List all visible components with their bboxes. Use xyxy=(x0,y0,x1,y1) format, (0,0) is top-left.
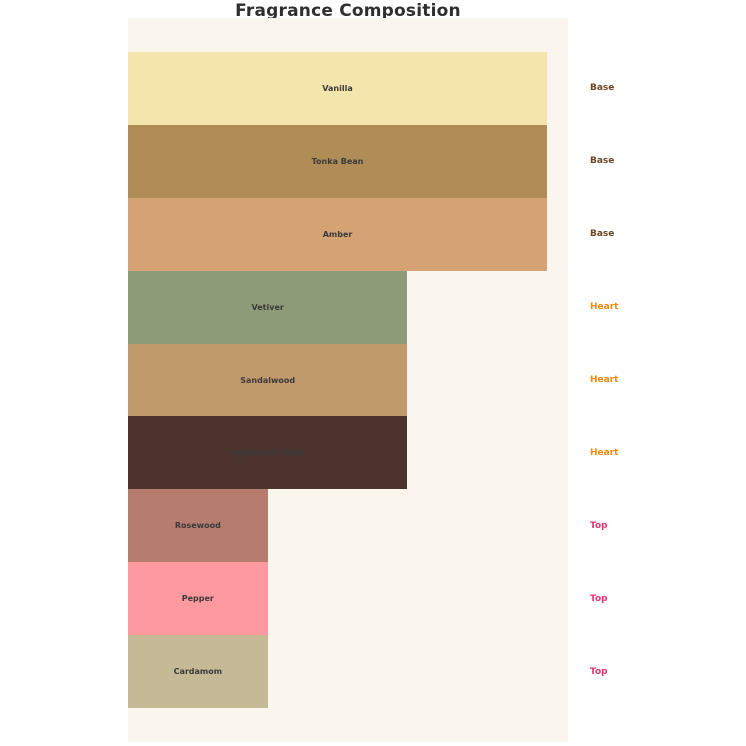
category-labels-column: Base Base Base Heart Heart Heart Top Top Top xyxy=(590,52,710,708)
bar-vanilla: Vanilla xyxy=(128,52,548,125)
bar-label-agarwood-oud: Agarwood (Oud) xyxy=(230,448,305,458)
plot-area: Vanilla Tonka Bean Amber Vetiver Sandalwood A… xyxy=(128,18,568,742)
category-label-heart: Heart xyxy=(590,302,619,313)
bar-tonka-bean: Tonka Bean xyxy=(128,124,548,198)
bar-label-cardamom: Cardamom xyxy=(173,667,223,677)
category-label-top: Top xyxy=(590,520,608,531)
bar-cardamom: Cardamom xyxy=(128,635,268,709)
category-label-base: Base xyxy=(590,83,615,94)
bar-agarwood-oud: Agarwood (Oud) xyxy=(128,416,408,490)
category-label-top: Top xyxy=(590,666,608,677)
bar-label-vanilla: Vanilla xyxy=(322,83,353,93)
bar-label-vetiver: Vetiver xyxy=(251,302,284,312)
bar-pepper: Pepper xyxy=(128,562,268,636)
bar-label-tonka-bean: Tonka Bean xyxy=(311,156,364,166)
bar-vetiver: Vetiver xyxy=(128,270,408,344)
chart-title: Fragrance Composition xyxy=(235,1,461,21)
bar-sandalwood: Sandalwood xyxy=(128,343,408,417)
bar-amber: Amber xyxy=(128,197,548,271)
category-label-heart: Heart xyxy=(590,375,619,385)
category-label-base: Base xyxy=(590,156,615,167)
bar-label-rosewood: Rosewood xyxy=(174,521,221,531)
category-label-top: Top xyxy=(590,593,608,604)
bars-container: Vanilla Tonka Bean Amber Vetiver Sandalwood A… xyxy=(128,52,568,709)
category-label-base: Base xyxy=(590,229,615,240)
bar-label-sandalwood: Sandalwood xyxy=(240,375,296,385)
bar-label-pepper: Pepper xyxy=(181,594,214,604)
category-label-heart: Heart xyxy=(590,447,619,458)
bar-label-amber: Amber xyxy=(322,229,353,239)
bar-rosewood: Rosewood xyxy=(128,489,268,563)
